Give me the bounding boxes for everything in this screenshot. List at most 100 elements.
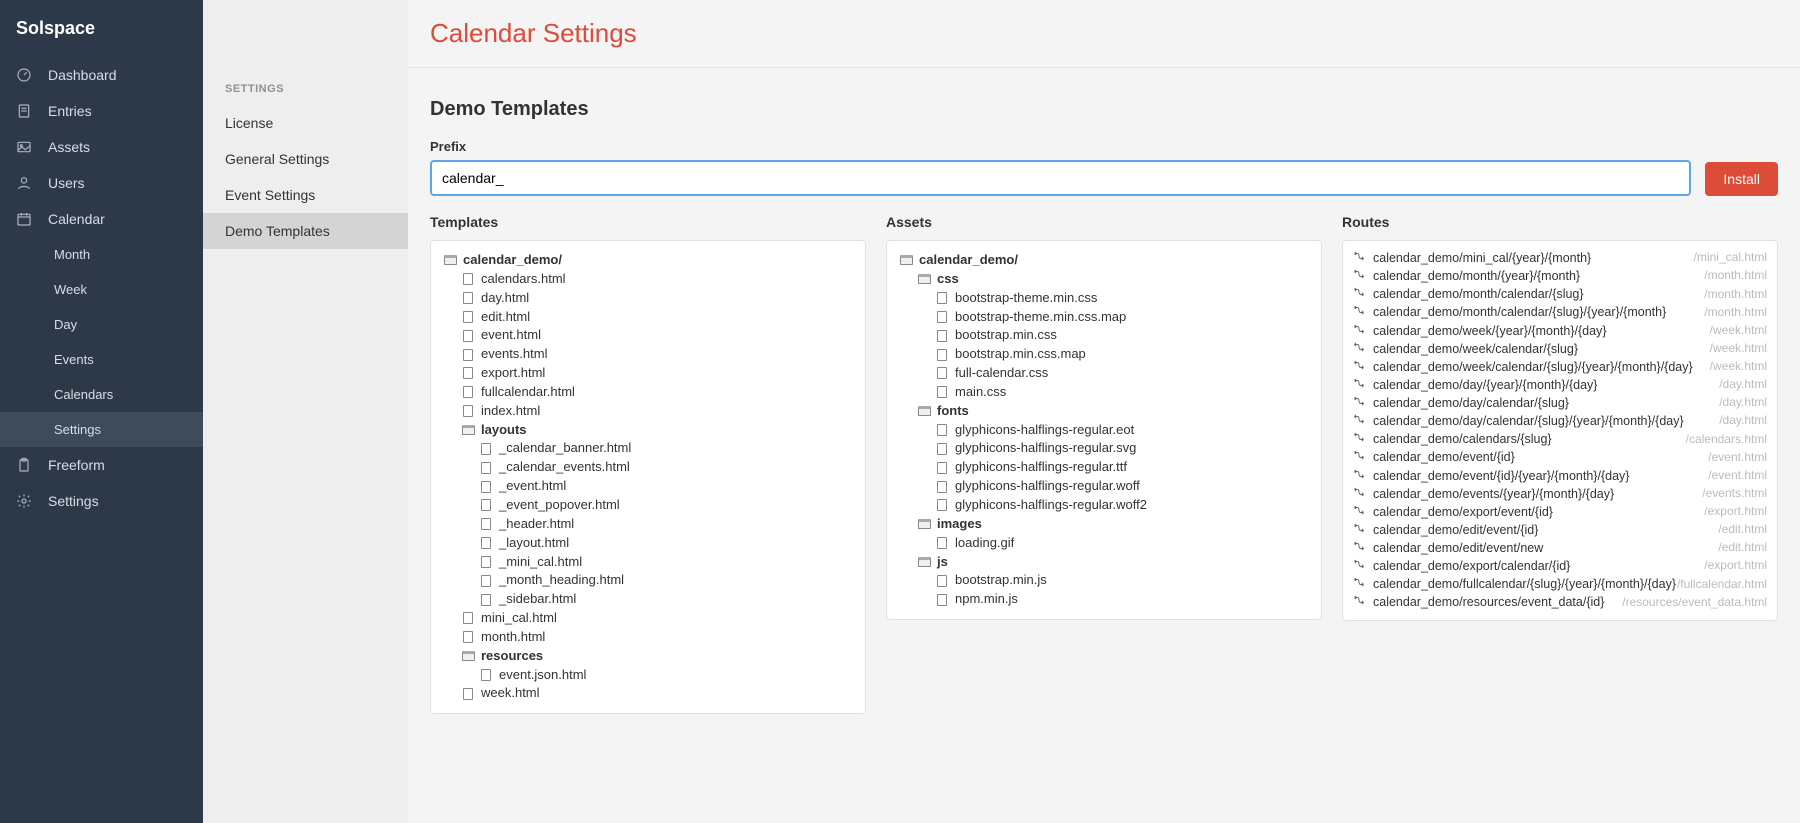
route-icon bbox=[1353, 285, 1367, 303]
tree-file: index.html bbox=[443, 402, 853, 421]
tree-file: _event_popover.html bbox=[443, 496, 853, 515]
tree-label: fonts bbox=[937, 402, 969, 421]
route-path: calendar_demo/week/{year}/{month}/{day} bbox=[1373, 322, 1607, 340]
route-row: calendar_demo/event/{id}/{year}/{month}/… bbox=[1353, 467, 1767, 485]
nav-item-dashboard[interactable]: Dashboard bbox=[0, 57, 203, 93]
tree-file: mini_cal.html bbox=[443, 609, 853, 628]
route-icon bbox=[1353, 267, 1367, 285]
tree-label: week.html bbox=[481, 684, 540, 703]
nav-subitem-month[interactable]: Month bbox=[0, 237, 203, 272]
route-icon bbox=[1353, 503, 1367, 521]
tree-label: glyphicons-halflings-regular.svg bbox=[955, 439, 1136, 458]
route-row: calendar_demo/event/{id}/event.html bbox=[1353, 448, 1767, 466]
route-icon bbox=[1353, 412, 1367, 430]
nav-item-settings[interactable]: Settings bbox=[0, 483, 203, 519]
nav-subitem-day[interactable]: Day bbox=[0, 307, 203, 342]
tree-label: event.json.html bbox=[499, 666, 586, 685]
file-icon bbox=[461, 385, 475, 399]
tree-label: bootstrap.min.js bbox=[955, 571, 1047, 590]
nav-item-entries[interactable]: Entries bbox=[0, 93, 203, 129]
nav-subitem-events[interactable]: Events bbox=[0, 342, 203, 377]
tree-file: glyphicons-halflings-regular.woff2 bbox=[899, 496, 1309, 515]
file-icon bbox=[479, 536, 493, 550]
tree-file: edit.html bbox=[443, 308, 853, 327]
file-icon bbox=[935, 423, 949, 437]
tree-file: loading.gif bbox=[899, 534, 1309, 553]
install-button[interactable]: Install bbox=[1705, 162, 1778, 196]
route-row: calendar_demo/mini_cal/{year}/{month}/mi… bbox=[1353, 249, 1767, 267]
nav-subitem-settings[interactable]: Settings bbox=[0, 412, 203, 447]
file-icon bbox=[461, 611, 475, 625]
page-title: Calendar Settings bbox=[408, 0, 1800, 68]
route-path: calendar_demo/event/{id}/{year}/{month}/… bbox=[1373, 467, 1629, 485]
route-row: calendar_demo/edit/event/{id}/edit.html bbox=[1353, 521, 1767, 539]
tree-file: event.json.html bbox=[443, 666, 853, 685]
file-icon bbox=[935, 310, 949, 324]
route-path: calendar_demo/edit/event/new bbox=[1373, 539, 1543, 557]
route-alias: /export.html bbox=[1704, 557, 1767, 574]
settings-subnav: SETTINGS LicenseGeneral SettingsEvent Se… bbox=[203, 0, 408, 823]
nav-item-calendar[interactable]: Calendar bbox=[0, 201, 203, 237]
route-row: calendar_demo/month/calendar/{slug}/mont… bbox=[1353, 285, 1767, 303]
tree-file: main.css bbox=[899, 383, 1309, 402]
nav-item-label: Users bbox=[48, 175, 85, 191]
nav-subitem-calendars[interactable]: Calendars bbox=[0, 377, 203, 412]
route-path: calendar_demo/mini_cal/{year}/{month} bbox=[1373, 249, 1591, 267]
tree-folder: images bbox=[899, 515, 1309, 534]
file-icon bbox=[935, 329, 949, 343]
subnav-item-general-settings[interactable]: General Settings bbox=[203, 141, 408, 177]
folder-icon bbox=[917, 517, 931, 531]
tree-file: glyphicons-halflings-regular.svg bbox=[899, 439, 1309, 458]
nav-item-users[interactable]: Users bbox=[0, 165, 203, 201]
templates-panel: calendar_demo/calendars.htmlday.htmledit… bbox=[430, 240, 866, 714]
route-icon bbox=[1353, 340, 1367, 358]
templates-heading: Templates bbox=[430, 214, 866, 230]
main-sidebar: Solspace DashboardEntriesAssetsUsersCale… bbox=[0, 0, 203, 823]
route-row: calendar_demo/export/calendar/{id} /expor… bbox=[1353, 557, 1767, 575]
subnav-item-license[interactable]: License bbox=[203, 105, 408, 141]
route-path: calendar_demo/event/{id} bbox=[1373, 448, 1515, 466]
route-path: calendar_demo/month/calendar/{slug}/{yea… bbox=[1373, 303, 1666, 321]
route-alias: /month.html bbox=[1704, 286, 1767, 303]
folder-icon bbox=[899, 253, 913, 267]
route-path: calendar_demo/export/calendar/{id} bbox=[1373, 557, 1570, 575]
route-row: calendar_demo/week/{year}/{month}/{day}/… bbox=[1353, 322, 1767, 340]
tree-label: month.html bbox=[481, 628, 545, 647]
file-icon bbox=[935, 480, 949, 494]
file-icon bbox=[935, 593, 949, 607]
tree-file: _sidebar.html bbox=[443, 590, 853, 609]
route-row: calendar_demo/day/calendar/{slug}/{year}… bbox=[1353, 412, 1767, 430]
prefix-input[interactable] bbox=[430, 160, 1691, 196]
tree-file: day.html bbox=[443, 289, 853, 308]
nav-item-label: Calendar bbox=[48, 211, 105, 227]
file-icon bbox=[935, 574, 949, 588]
subnav-item-demo-templates[interactable]: Demo Templates bbox=[203, 213, 408, 249]
tree-label: _mini_cal.html bbox=[499, 553, 582, 572]
tree-file: month.html bbox=[443, 628, 853, 647]
file-icon bbox=[461, 272, 475, 286]
route-row: calendar_demo/month/{year}/{month}/month… bbox=[1353, 267, 1767, 285]
route-row: calendar_demo/export/event/{id}/export.h… bbox=[1353, 503, 1767, 521]
subnav-item-event-settings[interactable]: Event Settings bbox=[203, 177, 408, 213]
route-row: calendar_demo/day/{year}/{month}/{day}/d… bbox=[1353, 376, 1767, 394]
route-icon bbox=[1353, 358, 1367, 376]
tree-label: index.html bbox=[481, 402, 540, 421]
route-icon bbox=[1353, 430, 1367, 448]
tree-label: _layout.html bbox=[499, 534, 569, 553]
route-path: calendar_demo/day/{year}/{month}/{day} bbox=[1373, 376, 1597, 394]
tree-label: glyphicons-halflings-regular.eot bbox=[955, 421, 1134, 440]
tree-label: day.html bbox=[481, 289, 529, 308]
tree-label: calendar_demo/ bbox=[463, 251, 562, 270]
tree-label: mini_cal.html bbox=[481, 609, 557, 628]
route-row: calendar_demo/week/calendar/{slug}/week.… bbox=[1353, 340, 1767, 358]
file-icon bbox=[935, 461, 949, 475]
tree-file: _header.html bbox=[443, 515, 853, 534]
file-icon bbox=[935, 385, 949, 399]
nav-item-assets[interactable]: Assets bbox=[0, 129, 203, 165]
nav-subitem-week[interactable]: Week bbox=[0, 272, 203, 307]
nav-item-freeform[interactable]: Freeform bbox=[0, 447, 203, 483]
tree-label: _calendar_banner.html bbox=[499, 439, 631, 458]
tree-file: glyphicons-halflings-regular.eot bbox=[899, 421, 1309, 440]
file-icon bbox=[461, 310, 475, 324]
tree-label: glyphicons-halflings-regular.woff bbox=[955, 477, 1140, 496]
